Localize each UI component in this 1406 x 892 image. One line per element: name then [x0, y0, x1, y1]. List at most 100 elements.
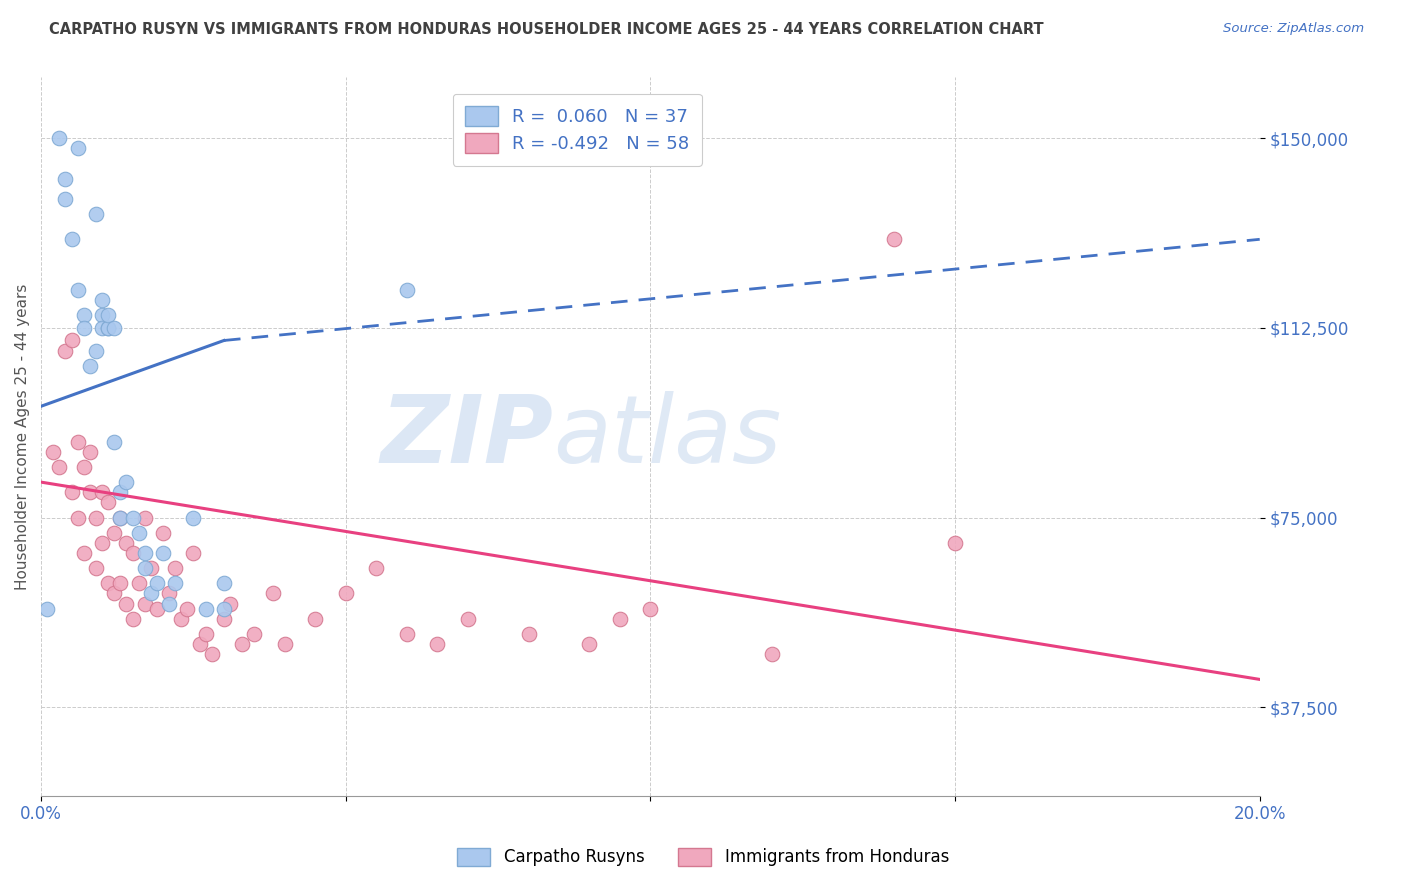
- Point: [188, 637, 211, 651]
- Point: [134, 597, 156, 611]
- Point: [110, 510, 132, 524]
- Point: [91, 485, 114, 500]
- Point: [103, 321, 125, 335]
- Point: [165, 576, 187, 591]
- Point: [110, 485, 132, 500]
- Point: [128, 525, 150, 540]
- Point: [194, 627, 217, 641]
- Point: [201, 647, 224, 661]
- Point: [66, 434, 89, 449]
- Point: [115, 597, 138, 611]
- Point: [262, 586, 284, 600]
- Text: ZIP: ZIP: [380, 391, 553, 483]
- Point: [139, 561, 162, 575]
- Point: [883, 232, 905, 246]
- Point: [103, 586, 125, 600]
- Point: [231, 637, 253, 651]
- Point: [183, 510, 205, 524]
- Point: [395, 283, 418, 297]
- Point: [79, 359, 101, 373]
- Point: [157, 597, 180, 611]
- Point: [84, 510, 107, 524]
- Point: [426, 637, 449, 651]
- Text: CARPATHO RUSYN VS IMMIGRANTS FROM HONDURAS HOUSEHOLDER INCOME AGES 25 - 44 YEARS: CARPATHO RUSYN VS IMMIGRANTS FROM HONDUR…: [49, 22, 1043, 37]
- Point: [943, 536, 966, 550]
- Point: [48, 131, 70, 145]
- Point: [395, 627, 418, 641]
- Point: [134, 510, 156, 524]
- Point: [212, 576, 235, 591]
- Point: [79, 485, 101, 500]
- Point: [212, 612, 235, 626]
- Point: [304, 612, 326, 626]
- Point: [66, 141, 89, 155]
- Point: [66, 283, 89, 297]
- Point: [157, 586, 180, 600]
- Point: [121, 612, 143, 626]
- Point: [134, 561, 156, 575]
- Point: [55, 192, 77, 206]
- Point: [73, 459, 96, 474]
- Point: [152, 546, 174, 560]
- Point: [517, 627, 540, 641]
- Point: [73, 308, 96, 322]
- Point: [146, 601, 169, 615]
- Point: [640, 601, 662, 615]
- Point: [60, 232, 83, 246]
- Point: [128, 576, 150, 591]
- Point: [91, 536, 114, 550]
- Point: [55, 171, 77, 186]
- Point: [97, 321, 120, 335]
- Point: [243, 627, 266, 641]
- Point: [176, 601, 198, 615]
- Text: Source: ZipAtlas.com: Source: ZipAtlas.com: [1223, 22, 1364, 36]
- Point: [55, 343, 77, 358]
- Point: [60, 485, 83, 500]
- Point: [121, 546, 143, 560]
- Point: [110, 510, 132, 524]
- Point: [97, 576, 120, 591]
- Legend: R =  0.060   N = 37, R = -0.492   N = 58: R = 0.060 N = 37, R = -0.492 N = 58: [453, 94, 702, 166]
- Point: [146, 576, 169, 591]
- Point: [37, 601, 59, 615]
- Point: [73, 321, 96, 335]
- Point: [274, 637, 297, 651]
- Point: [79, 444, 101, 458]
- Point: [609, 612, 631, 626]
- Text: atlas: atlas: [553, 391, 782, 482]
- Point: [761, 647, 783, 661]
- Point: [457, 612, 479, 626]
- Point: [194, 601, 217, 615]
- Point: [84, 561, 107, 575]
- Point: [91, 293, 114, 307]
- Point: [73, 546, 96, 560]
- Point: [103, 434, 125, 449]
- Point: [212, 601, 235, 615]
- Point: [219, 597, 242, 611]
- Point: [170, 612, 193, 626]
- Point: [103, 525, 125, 540]
- Point: [97, 495, 120, 509]
- Point: [91, 308, 114, 322]
- Legend: Carpatho Rusyns, Immigrants from Honduras: Carpatho Rusyns, Immigrants from Hondura…: [449, 839, 957, 875]
- Point: [335, 586, 357, 600]
- Point: [42, 444, 65, 458]
- Point: [115, 475, 138, 490]
- Y-axis label: Householder Income Ages 25 - 44 years: Householder Income Ages 25 - 44 years: [15, 284, 30, 590]
- Point: [366, 561, 388, 575]
- Point: [578, 637, 600, 651]
- Point: [48, 459, 70, 474]
- Point: [183, 546, 205, 560]
- Point: [60, 334, 83, 348]
- Point: [84, 207, 107, 221]
- Point: [165, 561, 187, 575]
- Point: [110, 576, 132, 591]
- Point: [152, 525, 174, 540]
- Point: [66, 510, 89, 524]
- Point: [139, 586, 162, 600]
- Point: [91, 321, 114, 335]
- Point: [84, 343, 107, 358]
- Point: [121, 510, 143, 524]
- Point: [134, 546, 156, 560]
- Point: [115, 536, 138, 550]
